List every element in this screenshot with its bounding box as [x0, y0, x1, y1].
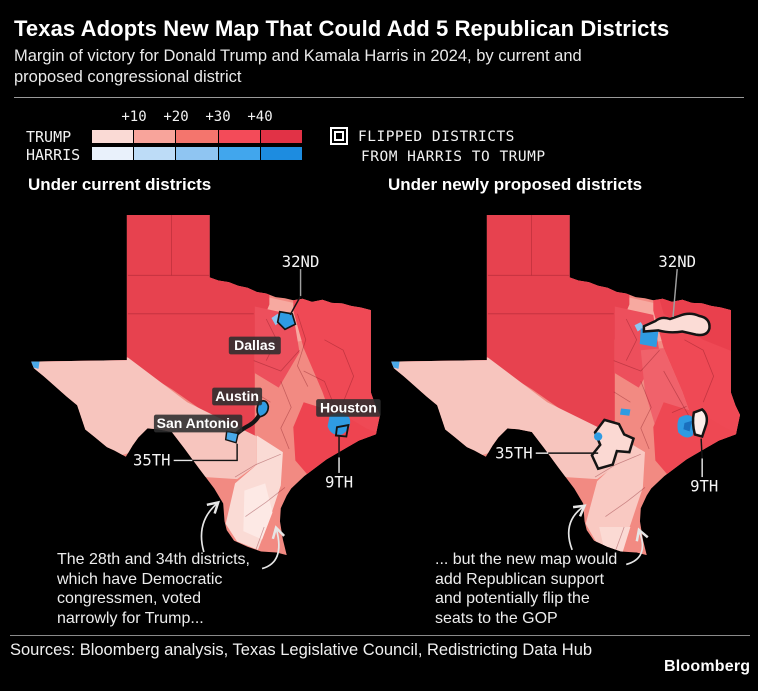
district-label-32nd: 32ND: [282, 253, 320, 271]
district-boundaries: [127, 215, 355, 551]
annotation-proposed: ... but the new map would add Republican…: [435, 551, 618, 627]
legend-swatch: [176, 147, 218, 160]
harris-won-areas: [391, 322, 695, 438]
annotation-arrows-current: [200, 500, 286, 570]
legend-swatch: [134, 130, 176, 143]
district-label-9th: 9TH: [690, 478, 718, 496]
legend-ticks: +10 +20 +30 +40: [92, 109, 302, 125]
annotation-arrows-proposed: [567, 504, 649, 566]
subtitle: Margin of victory for Donald Trump and K…: [14, 47, 582, 86]
panel-heading-current: Under current districts: [28, 175, 212, 194]
city-label-houston: Houston: [320, 400, 377, 416]
district-label-32nd: 32ND: [658, 253, 696, 271]
legend-tick: +40: [247, 109, 273, 125]
legend-tick: +20: [163, 109, 189, 125]
leader-lines-current: [173, 269, 340, 473]
san-antonio-area: [224, 430, 240, 444]
legend-harris-scale: [92, 147, 303, 160]
district-label-35th: 35TH: [133, 452, 171, 470]
legend-swatch: [134, 147, 176, 160]
legend-swatch: [218, 130, 260, 143]
flipped-legend-line2: FROM HARRIS TO TRUMP: [361, 149, 546, 165]
annotation-current: The 28th and 34th districts, which have …: [57, 551, 250, 627]
dallas-area: [639, 328, 659, 348]
legend-trump-label: TRUMP: [26, 128, 72, 146]
panel-heading-proposed: Under newly proposed districts: [388, 175, 643, 194]
legend-swatch: [176, 130, 218, 143]
legend-trump-scale: [92, 130, 303, 143]
flipped-legend-line1: FLIPPED DISTRICTS: [358, 129, 515, 145]
legend-tick: +10: [121, 109, 147, 125]
legend-harris-label: HARRIS: [26, 146, 81, 164]
legend-series-names: TRUMP HARRIS: [26, 128, 80, 164]
flipped-9th-district: [691, 408, 709, 439]
legend-tick: +30: [205, 109, 231, 125]
sources-note: Sources: Bloomberg analysis, Texas Legis…: [10, 641, 593, 659]
city-label-san-antonio: San Antonio: [157, 415, 239, 431]
bloomberg-logo: Bloomberg: [664, 658, 751, 675]
flipped-32nd-district: [642, 312, 711, 337]
legend-swatch: [260, 130, 303, 143]
flipped-district-icon: [330, 127, 348, 145]
el-paso-area: [31, 359, 40, 369]
map-proposed-districts: 32ND 35TH 9TH: [391, 215, 741, 566]
houston-area: [327, 413, 351, 435]
header-divider: [14, 97, 744, 98]
city-labels: Dallas Austin San Antonio Houston: [153, 336, 381, 433]
legend-swatch: [92, 147, 134, 160]
district-label-35th: 35TH: [495, 444, 533, 462]
el-paso-area: [391, 359, 400, 369]
flipped-35th-district: [590, 418, 636, 471]
district-label-9th: 9TH: [325, 473, 353, 491]
page-title: Texas Adopts New Map That Could Add 5 Re…: [14, 16, 670, 41]
district-boundaries: [487, 215, 715, 551]
city-label-austin: Austin: [215, 388, 259, 404]
flipped-districts: [590, 312, 711, 471]
legend-swatch: [218, 147, 260, 160]
map-current-districts: 32ND 35TH 9TH Dallas Austin San Antonio …: [31, 215, 381, 570]
city-label-dallas: Dallas: [234, 337, 275, 353]
legend-swatch: [92, 130, 134, 143]
austin-area: [620, 408, 631, 416]
houston-9th-district: [334, 423, 350, 438]
footer-divider: [10, 635, 750, 636]
leader-lines-proposed: [535, 269, 703, 478]
legend-swatch: [260, 147, 303, 160]
choropleth-regions-proposed: [391, 215, 741, 556]
